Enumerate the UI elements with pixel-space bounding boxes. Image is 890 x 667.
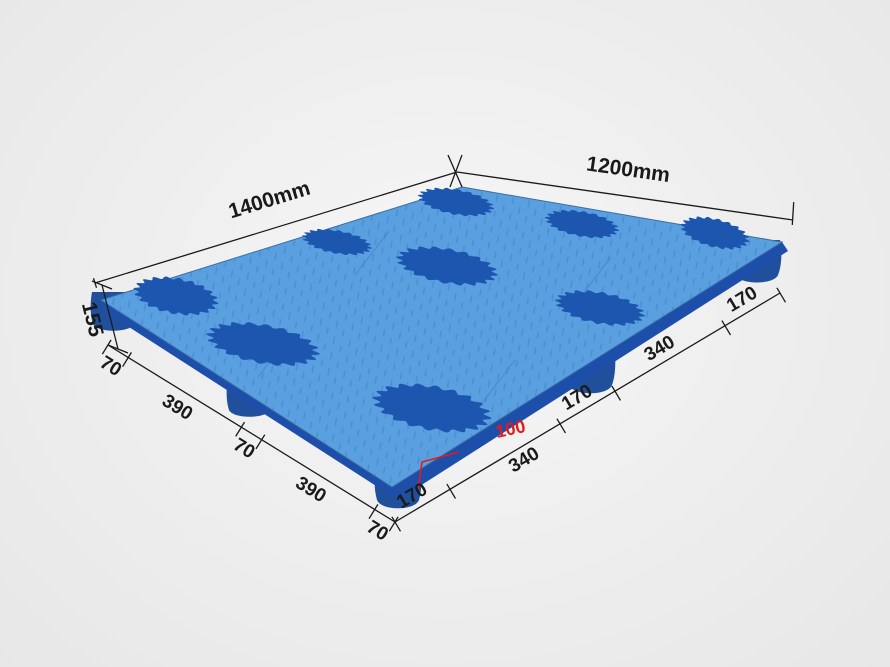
svg-text:70: 70	[96, 352, 125, 381]
svg-text:1400mm: 1400mm	[226, 177, 313, 224]
svg-text:340: 340	[505, 443, 543, 477]
svg-text:70: 70	[229, 434, 258, 463]
svg-text:70: 70	[363, 517, 392, 546]
svg-text:1200mm: 1200mm	[585, 152, 671, 187]
